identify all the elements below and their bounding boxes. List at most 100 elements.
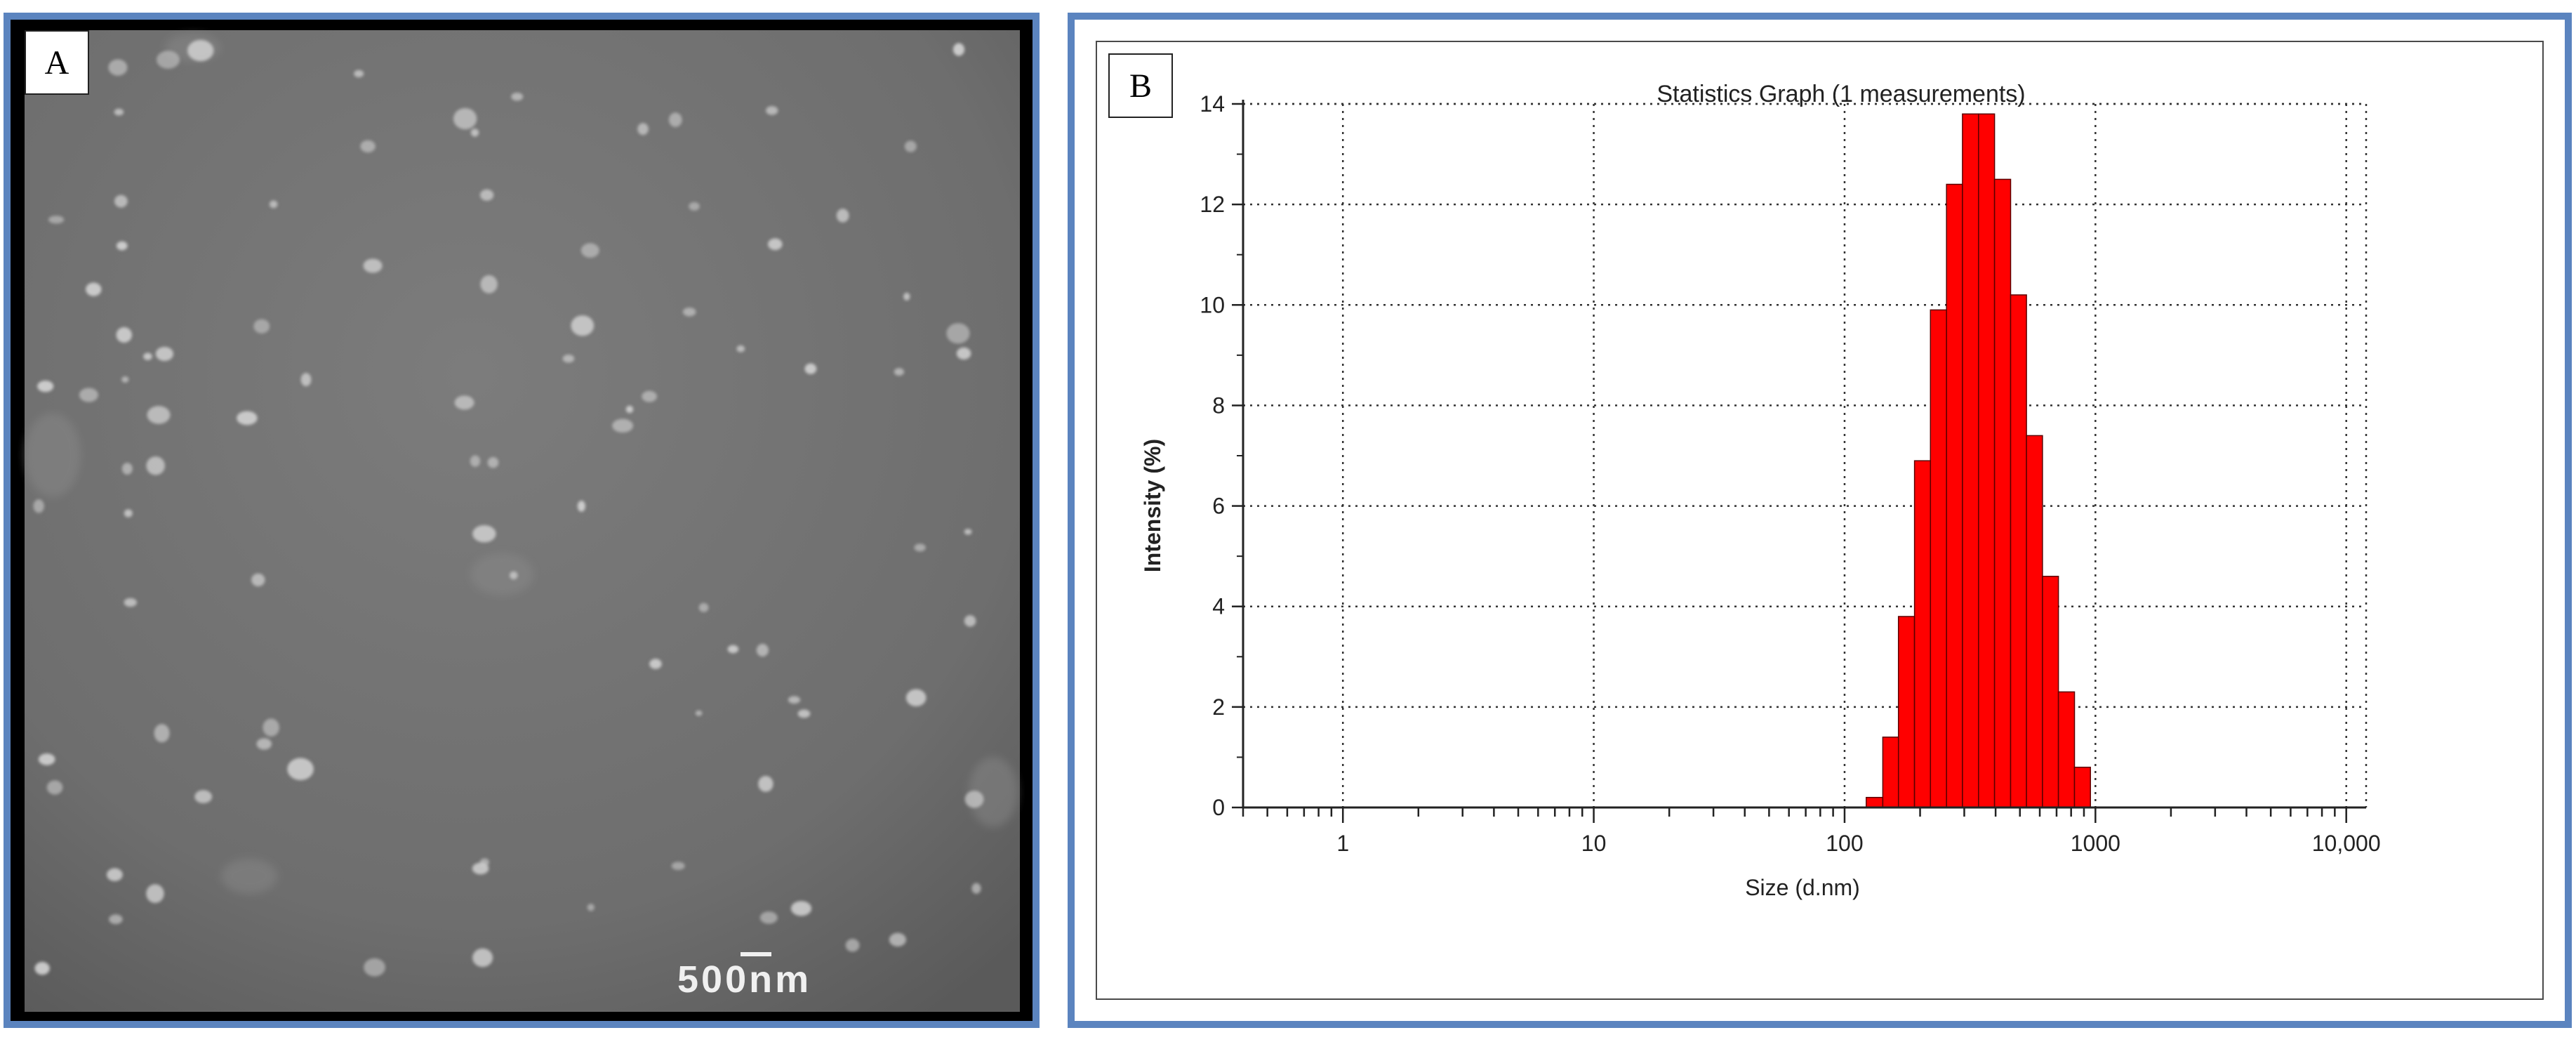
particle <box>143 352 152 360</box>
particle <box>894 368 904 376</box>
histogram-bar <box>2057 691 2076 808</box>
x-tick-label: 10,000 <box>2312 831 2381 856</box>
particle <box>562 355 575 363</box>
particle <box>114 108 124 116</box>
y-tick-label: 8 <box>1212 393 1225 418</box>
particle <box>253 319 270 334</box>
micrograph-haze <box>25 34 1018 894</box>
particle <box>147 406 171 424</box>
particle <box>668 112 682 127</box>
particle <box>671 862 685 870</box>
particle <box>79 388 98 402</box>
y-tick-label: 2 <box>1212 694 1225 720</box>
histogram-bar <box>2042 576 2059 808</box>
histogram-bar <box>1962 113 1979 808</box>
particle <box>46 780 63 795</box>
panel-a-label: A <box>25 30 89 95</box>
particle <box>124 598 137 607</box>
particle <box>510 571 518 580</box>
particle <box>48 216 65 224</box>
x-tick-label: 1 <box>1336 831 1349 856</box>
particle <box>836 209 849 223</box>
particle <box>154 724 170 743</box>
particle <box>363 258 383 273</box>
particle <box>146 884 164 903</box>
particle <box>577 501 586 512</box>
particle <box>682 308 696 317</box>
size-distribution-chart: Statistics Graph (1 measurements) 1 10 100… <box>1140 81 2381 900</box>
particle <box>736 345 745 352</box>
particle <box>470 128 479 137</box>
particle <box>727 645 739 654</box>
particle <box>766 106 778 115</box>
scale-bar: 500nm <box>677 952 809 1001</box>
chart-frame: Statistics Graph (1 measurements) 1 10 100… <box>1096 41 2544 1000</box>
particle-group <box>33 39 984 977</box>
particle <box>946 323 970 344</box>
particle <box>37 381 54 393</box>
particle <box>287 758 314 781</box>
y-tick-label: 6 <box>1212 494 1225 519</box>
particle <box>790 901 812 916</box>
x-tick-labels: 1 10 100 1000 10,000 <box>1336 831 2380 856</box>
histogram-bar <box>1897 616 1916 808</box>
particle <box>470 455 481 467</box>
particle <box>157 51 180 69</box>
histogram-bar <box>1930 309 1947 808</box>
particle <box>964 615 976 627</box>
particle <box>804 363 817 374</box>
particle <box>689 202 700 211</box>
particle <box>108 59 128 76</box>
chart-panel: Statistics Graph (1 measurements) 1 10 100… <box>1068 13 2572 1028</box>
particle <box>38 753 55 765</box>
y-tick-label: 14 <box>1200 91 1225 117</box>
particle <box>114 194 128 208</box>
particle <box>479 858 490 866</box>
particle <box>251 573 265 587</box>
chart-title: Statistics Graph (1 measurements) <box>1657 81 2025 107</box>
particle <box>480 275 498 294</box>
particle <box>146 456 165 475</box>
histogram-bar <box>1882 737 1899 808</box>
particle <box>587 904 595 911</box>
particle <box>952 43 965 56</box>
particle <box>360 140 376 153</box>
particle <box>759 911 778 924</box>
panel-a-label-text: A <box>44 44 69 81</box>
histogram-bar <box>1913 460 1932 808</box>
particle <box>797 709 811 718</box>
particle <box>964 791 984 808</box>
y-tick-labels: 0 2 4 6 8 10 12 14 <box>1200 91 1225 820</box>
histogram-bar <box>2010 294 2027 808</box>
particle <box>256 738 272 750</box>
particle <box>571 315 595 336</box>
scale-bar-line <box>741 952 771 956</box>
particle <box>194 790 213 803</box>
particle <box>107 868 123 881</box>
particle <box>300 373 312 387</box>
particle <box>364 958 385 977</box>
histogram-bar <box>2073 766 2091 808</box>
x-tick-label: 1000 <box>2071 831 2120 856</box>
x-tick-label: 10 <box>1581 831 1607 856</box>
histogram-bar <box>1993 178 2012 808</box>
particle <box>263 718 280 737</box>
particle <box>905 689 927 706</box>
particle <box>788 696 801 704</box>
histogram-bar <box>1866 796 1884 808</box>
particle <box>33 499 44 513</box>
particle <box>121 376 129 383</box>
particle <box>642 390 657 402</box>
particle <box>612 418 634 433</box>
particle <box>472 525 496 543</box>
particle <box>904 140 917 152</box>
micrograph-image: 500nm <box>25 30 1020 1012</box>
particle <box>109 914 123 925</box>
chart-grid <box>1243 103 2368 807</box>
particle <box>649 659 662 669</box>
particle <box>845 939 860 952</box>
y-tick-label: 10 <box>1200 292 1225 317</box>
particle <box>453 108 477 130</box>
particle <box>117 241 128 251</box>
y-tick-label: 12 <box>1200 192 1225 217</box>
